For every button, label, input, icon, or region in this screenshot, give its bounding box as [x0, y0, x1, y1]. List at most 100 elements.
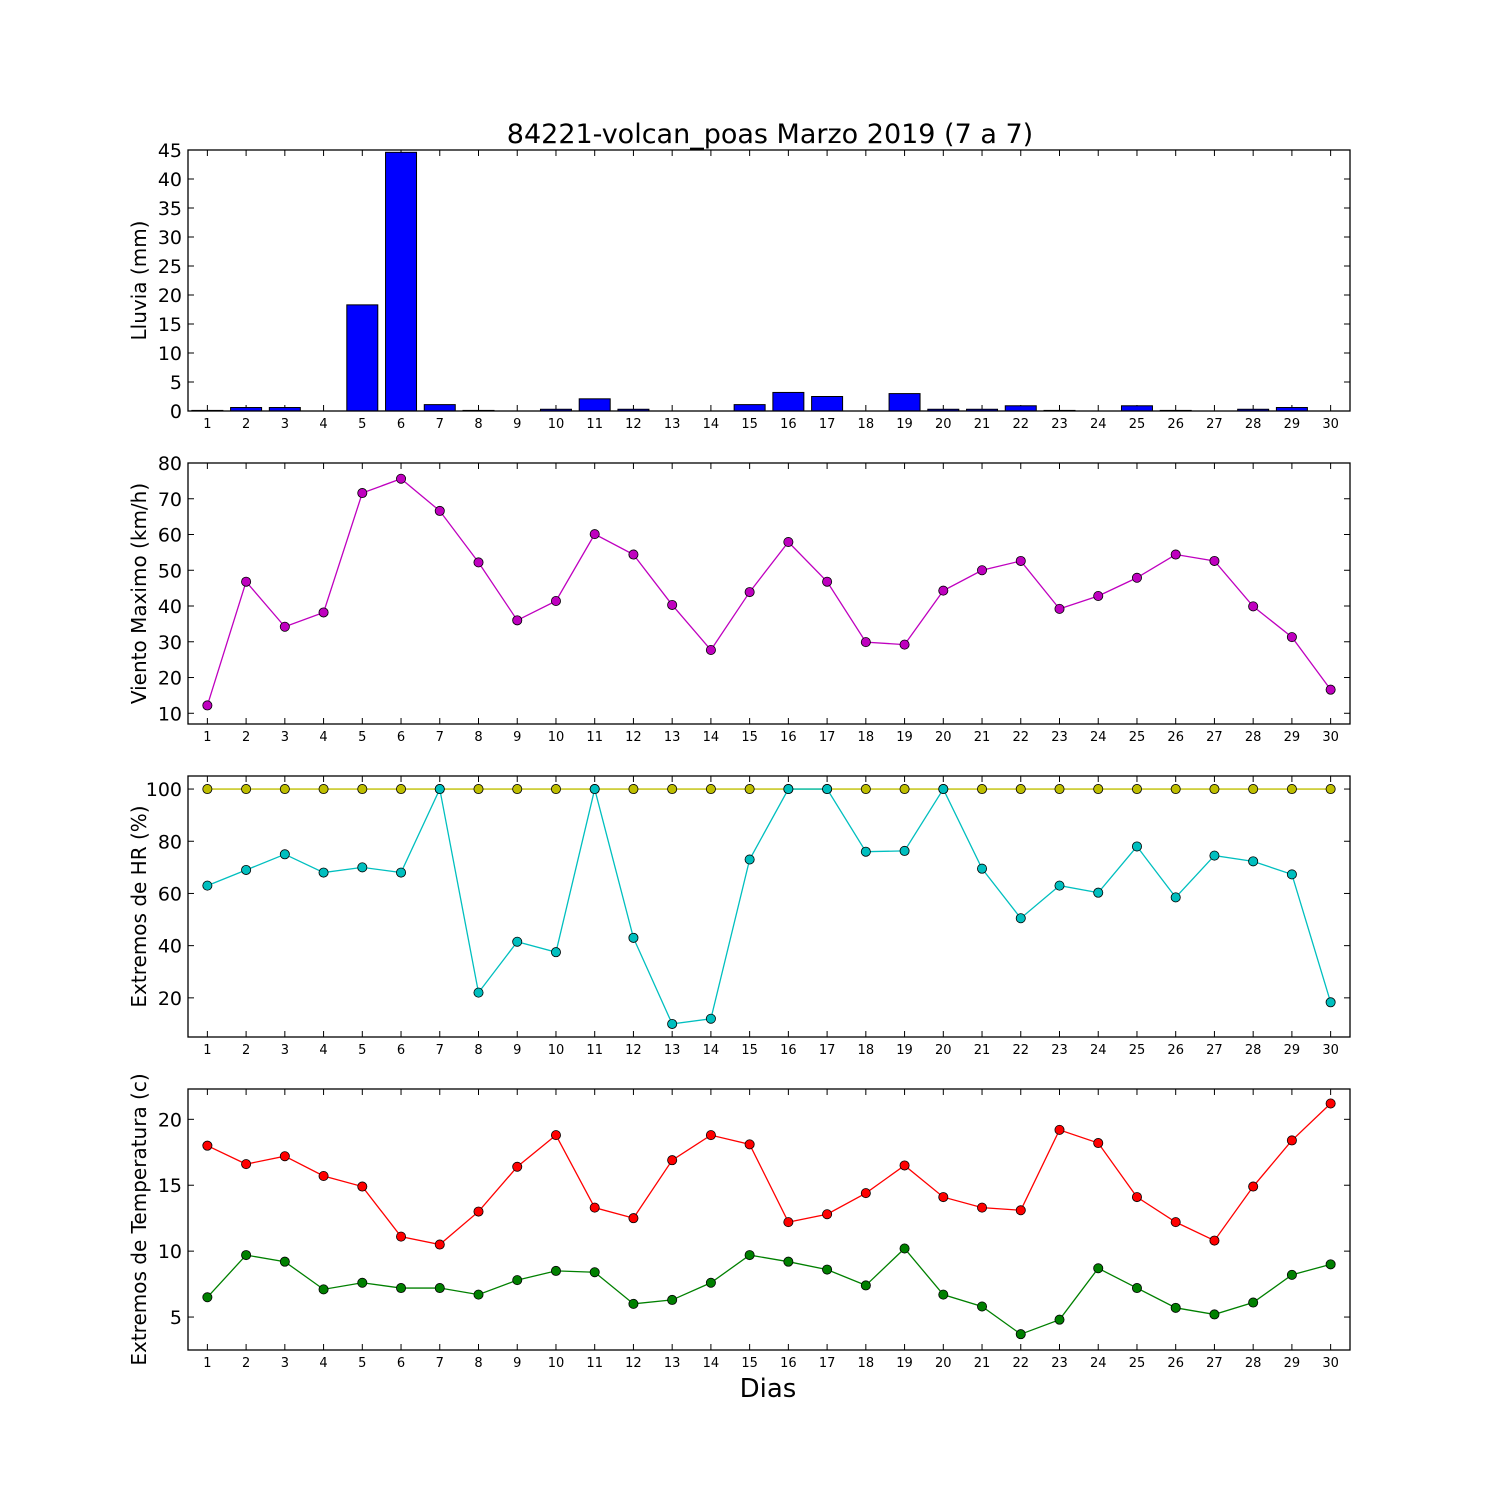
data-point	[202, 700, 213, 711]
data-point	[1093, 784, 1104, 795]
x-tick-label: 30	[1322, 730, 1339, 745]
y-axis-label: Extremos de Temperatura (c)	[127, 1073, 151, 1365]
y-tick-label: 80	[158, 453, 182, 475]
data-point	[512, 1275, 523, 1286]
data-point	[357, 1181, 368, 1192]
data-point	[705, 1013, 716, 1024]
data-point	[783, 784, 794, 795]
data-point	[1170, 784, 1181, 795]
data-point	[473, 1289, 484, 1300]
x-tick-label: 1	[203, 730, 211, 745]
x-tick-label: 24	[1090, 1356, 1107, 1371]
data-point	[512, 936, 523, 947]
data-point	[357, 784, 368, 795]
data-point	[1209, 1235, 1220, 1246]
data-point	[434, 505, 445, 516]
x-tick-label: 23	[1051, 1043, 1068, 1058]
x-tick-label: 3	[281, 417, 289, 432]
x-tick-label: 10	[548, 730, 565, 745]
y-tick-label: 15	[158, 1175, 182, 1197]
data-point	[938, 1289, 949, 1300]
x-tick-label: 30	[1322, 417, 1339, 432]
data-point	[1015, 555, 1026, 566]
y-axis-label: Lluvia (mm)	[127, 221, 151, 341]
data-point	[473, 987, 484, 998]
data-point	[628, 1298, 639, 1309]
x-tick-label: 6	[397, 417, 405, 432]
data-point	[899, 1243, 910, 1254]
y-tick-label: 40	[158, 596, 182, 618]
data-point	[241, 864, 252, 875]
x-tick-label: 22	[1012, 1043, 1029, 1058]
x-tick-label: 2	[242, 417, 250, 432]
x-tick-label: 24	[1090, 730, 1107, 745]
x-tick-label: 4	[319, 1356, 327, 1371]
y-tick-label: 60	[158, 525, 182, 547]
data-point	[241, 1250, 252, 1261]
bar	[423, 404, 456, 412]
x-tick-label: 5	[358, 1356, 366, 1371]
data-point	[938, 1192, 949, 1203]
data-point	[1325, 997, 1336, 1008]
data-point	[1286, 1269, 1297, 1280]
y-tick-label: 15	[158, 314, 182, 336]
x-tick-label: 11	[586, 1356, 603, 1371]
y-tick-label: 5	[170, 372, 182, 394]
data-point	[860, 1188, 871, 1199]
data-point	[357, 862, 368, 873]
data-point	[705, 644, 716, 655]
x-tick-label: 18	[858, 417, 875, 432]
data-point	[473, 784, 484, 795]
data-point	[860, 846, 871, 857]
x-tick-label: 29	[1284, 1043, 1301, 1058]
data-point	[279, 784, 290, 795]
x-tick-label: 1	[203, 417, 211, 432]
data-point	[744, 854, 755, 865]
bar	[772, 391, 805, 412]
data-point	[512, 615, 523, 626]
data-point	[977, 565, 988, 576]
data-point	[589, 529, 600, 540]
x-tick-label: 10	[548, 1043, 565, 1058]
x-tick-label: 5	[358, 1043, 366, 1058]
data-point	[1286, 632, 1297, 643]
data-point	[279, 1151, 290, 1162]
x-tick-label: 17	[819, 1356, 836, 1371]
x-tick-label: 18	[858, 1043, 875, 1058]
x-tick-label: 20	[935, 730, 952, 745]
data-point	[977, 784, 988, 795]
data-point	[1209, 555, 1220, 566]
data-point	[1209, 1309, 1220, 1320]
data-point	[899, 1160, 910, 1171]
x-tick-label: 7	[436, 730, 444, 745]
x-tick-label: 15	[741, 1356, 758, 1371]
x-tick-label: 7	[436, 1043, 444, 1058]
data-point	[899, 784, 910, 795]
data-point	[589, 1267, 600, 1278]
x-tick-label: 16	[780, 417, 797, 432]
x-tick-label: 16	[780, 1043, 797, 1058]
x-tick-label: 3	[281, 1043, 289, 1058]
data-point	[396, 1283, 407, 1294]
data-point	[550, 1265, 561, 1276]
x-tick-label: 14	[703, 1356, 720, 1371]
x-tick-label: 10	[548, 1356, 565, 1371]
bar	[733, 404, 766, 412]
data-point	[1054, 1124, 1065, 1135]
plot-frame	[187, 149, 1351, 412]
data-point	[318, 607, 329, 618]
data-point	[279, 1256, 290, 1267]
data-point	[628, 932, 639, 943]
data-point	[1209, 850, 1220, 861]
data-point	[1131, 1192, 1142, 1203]
x-tick-label: 9	[513, 1356, 521, 1371]
y-tick-label: 25	[158, 256, 182, 278]
bar	[385, 151, 418, 412]
x-tick-label: 14	[703, 417, 720, 432]
x-tick-label: 18	[858, 1356, 875, 1371]
x-axis-label: Dias	[740, 1374, 797, 1404]
x-tick-label: 16	[780, 730, 797, 745]
chart-title: 84221-volcan_poas Marzo 2019 (7 a 7)	[507, 119, 1033, 150]
x-tick-label: 2	[242, 730, 250, 745]
